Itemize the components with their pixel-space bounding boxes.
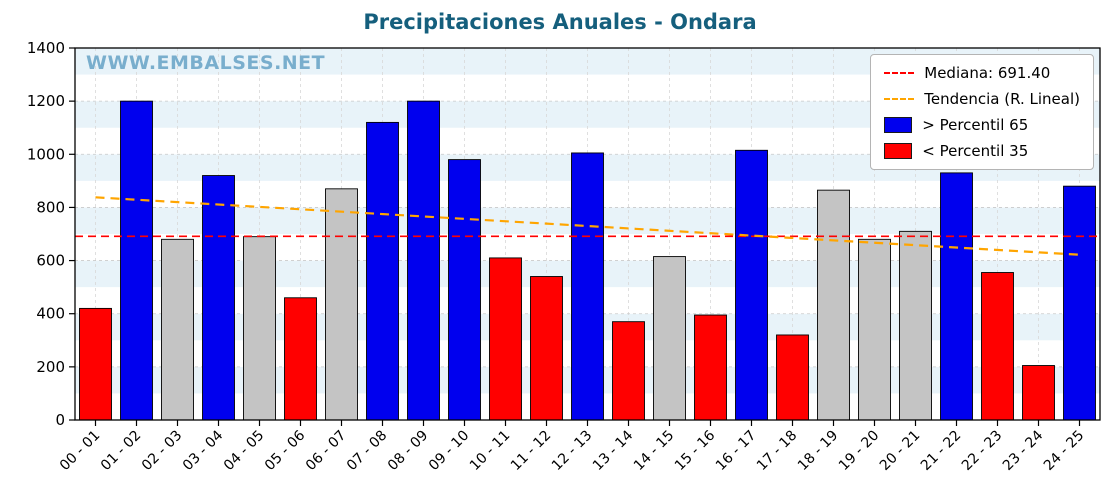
x-tick-label: 14 - 15 bbox=[631, 428, 677, 474]
bar-19-20 bbox=[858, 238, 891, 421]
bar-11-12 bbox=[530, 276, 563, 421]
legend-line-swatch bbox=[884, 72, 915, 74]
x-tick-label: 00 - 01 bbox=[57, 428, 103, 474]
x-tick-label: 05 - 06 bbox=[262, 427, 308, 473]
y-tick-label: 1200 bbox=[27, 92, 65, 110]
x-tick-label: 08 - 09 bbox=[385, 428, 431, 474]
watermark: WWW.EMBALSES.NET bbox=[86, 52, 326, 74]
legend-label: < Percentil 35 bbox=[922, 142, 1029, 160]
bar-21-22 bbox=[940, 172, 973, 421]
x-tick-label: 13 - 14 bbox=[590, 427, 636, 473]
bar-12-13 bbox=[571, 152, 604, 421]
legend-label: Mediana: 691.40 bbox=[924, 64, 1051, 82]
bar-20-21 bbox=[899, 230, 932, 421]
bar-02-03 bbox=[161, 238, 194, 421]
bar-01-02 bbox=[120, 100, 153, 421]
bar-17-18 bbox=[776, 334, 809, 421]
y-tick-label: 800 bbox=[36, 198, 65, 216]
bar-22-23 bbox=[981, 272, 1014, 421]
x-tick-label: 07 - 08 bbox=[344, 428, 390, 474]
bar-10-11 bbox=[489, 257, 522, 421]
bar-15-16 bbox=[694, 314, 727, 421]
legend-box-swatch bbox=[884, 117, 913, 133]
bar-06-07 bbox=[325, 188, 358, 421]
bar-07-08 bbox=[366, 121, 399, 421]
legend-item-2: > Percentil 65 bbox=[884, 116, 1080, 134]
legend-item-1: Tendencia (R. Lineal) bbox=[884, 90, 1080, 108]
bar-09-10 bbox=[448, 159, 481, 421]
legend-line-swatch bbox=[884, 98, 915, 100]
bar-13-14 bbox=[612, 321, 645, 421]
x-tick-label: 20 - 21 bbox=[877, 428, 923, 474]
bar-00-01 bbox=[79, 307, 112, 421]
bar-16-17 bbox=[735, 149, 768, 421]
bar-14-15 bbox=[653, 256, 686, 421]
x-tick-label: 06 - 07 bbox=[303, 428, 349, 474]
x-tick-label: 16 - 17 bbox=[713, 428, 759, 474]
chart-legend: Mediana: 691.40 Tendencia (R. Lineal) > Pe… bbox=[870, 54, 1094, 170]
x-tick-label: 04 - 05 bbox=[221, 428, 267, 474]
y-tick-label: 400 bbox=[36, 305, 65, 323]
x-tick-label: 19 - 20 bbox=[836, 428, 882, 474]
y-tick-label: 200 bbox=[36, 358, 65, 376]
legend-item-3: < Percentil 35 bbox=[884, 142, 1080, 160]
x-tick-label: 24 - 25 bbox=[1041, 428, 1087, 474]
bar-03-04 bbox=[202, 175, 235, 421]
x-tick-label: 01 - 02 bbox=[98, 428, 144, 474]
x-tick-label: 15 - 16 bbox=[672, 427, 718, 473]
x-tick-label: 11 - 12 bbox=[508, 428, 554, 474]
bar-05-06 bbox=[284, 297, 317, 421]
legend-label: > Percentil 65 bbox=[922, 116, 1029, 134]
legend-box-swatch bbox=[884, 143, 913, 159]
x-tick-label: 23 - 24 bbox=[1000, 427, 1046, 473]
legend-label: Tendencia (R. Lineal) bbox=[924, 90, 1080, 108]
x-tick-label: 17 - 18 bbox=[754, 428, 800, 474]
bar-08-09 bbox=[407, 100, 440, 421]
y-tick-label: 1000 bbox=[27, 145, 65, 163]
x-tick-label: 12 - 13 bbox=[549, 428, 595, 474]
bar-23-24 bbox=[1022, 365, 1055, 421]
bar-04-05 bbox=[243, 236, 276, 421]
chart-title: Precipitaciones Anuales - Ondara bbox=[363, 10, 757, 34]
y-tick-label: 1400 bbox=[27, 39, 65, 57]
x-tick-label: 09 - 10 bbox=[426, 428, 472, 474]
x-tick-label: 21 - 22 bbox=[918, 428, 964, 474]
bar-18-19 bbox=[817, 189, 850, 421]
x-tick-label: 22 - 23 bbox=[959, 428, 1005, 474]
legend-item-0: Mediana: 691.40 bbox=[884, 64, 1080, 82]
y-tick-label: 0 bbox=[55, 411, 65, 429]
y-tick-label: 600 bbox=[36, 252, 65, 270]
bar-24-25 bbox=[1063, 185, 1096, 421]
x-tick-label: 18 - 19 bbox=[795, 428, 841, 474]
x-tick-label: 02 - 03 bbox=[139, 428, 185, 474]
x-tick-label: 10 - 11 bbox=[467, 428, 513, 474]
x-tick-label: 03 - 04 bbox=[180, 427, 226, 473]
